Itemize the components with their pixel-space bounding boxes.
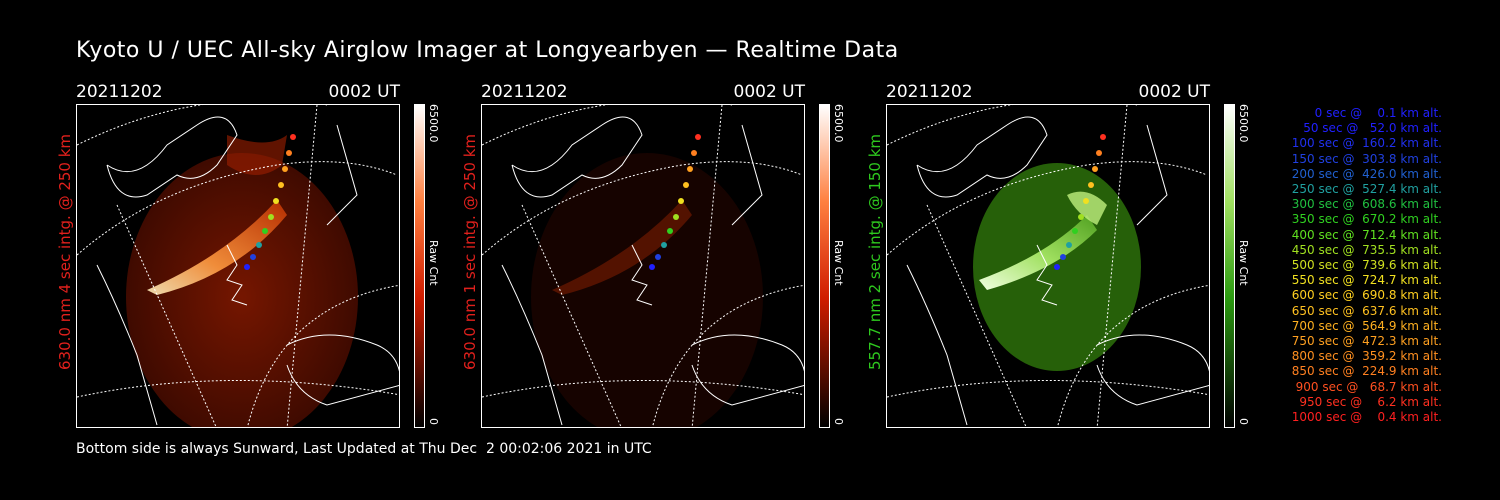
panel-2-cbar-unit: Raw Cnt <box>832 240 845 286</box>
legend-row: 50 sec @ 52.0 km alt. <box>1295 121 1442 136</box>
panel-3-time: 0002 UT <box>1138 82 1211 102</box>
panel-1-colorbar <box>414 104 425 428</box>
panel-1-date: 20211202 <box>76 82 163 102</box>
panel-2-time: 0002 UT <box>733 82 806 102</box>
legend-row: 450 sec @ 735.5 km alt. <box>1287 242 1442 257</box>
panel-2-track <box>649 134 701 270</box>
panel-3-map[interactable] <box>886 104 1210 428</box>
panel-1-cbar-max: 6500.0 <box>427 104 440 143</box>
panel-3-cbar-min: 0 <box>1237 418 1250 425</box>
panel-1-ylabel: 630.0 nm 4 sec intg. @ 250 km <box>56 133 74 370</box>
footer-note: Bottom side is always Sunward, Last Upda… <box>76 441 652 457</box>
legend-row: 150 sec @ 303.8 km alt. <box>1287 151 1442 166</box>
legend-row: 300 sec @ 608.6 km alt. <box>1287 197 1442 212</box>
legend-row: 100 sec @ 160.2 km alt. <box>1287 136 1442 151</box>
legend-row: 600 sec @ 690.8 km alt. <box>1287 288 1442 303</box>
panel-3-cbar-unit: Raw Cnt <box>1237 240 1250 286</box>
panel-2-colorbar <box>819 104 830 428</box>
panel-3-cbar-max: 6500.0 <box>1237 104 1250 143</box>
legend-row: 850 sec @ 224.9 km alt. <box>1287 364 1442 379</box>
legend-row: 800 sec @ 359.2 km alt. <box>1287 349 1442 364</box>
legend-row: 0 sec @ 0.1 km alt. <box>1303 106 1442 120</box>
legend-row: 200 sec @ 426.0 km alt. <box>1287 166 1442 181</box>
panel-2-image <box>482 105 804 427</box>
legend-row: 950 sec @ 6.2 km alt. <box>1295 394 1442 409</box>
panel-2-cbar-min: 0 <box>832 418 845 425</box>
panel-2-ylabel: 630.0 nm 1 sec intg. @ 250 km <box>461 133 479 370</box>
page-title: Kyoto U / UEC All-sky Airglow Imager at … <box>76 38 899 63</box>
panel-1-image <box>77 105 399 427</box>
panel-3-image <box>887 105 1209 427</box>
panel-2-date: 20211202 <box>481 82 568 102</box>
panel-3-ylabel: 557.7 nm 2 sec intg. @ 150 km <box>866 133 884 370</box>
panel-1-track <box>244 134 296 270</box>
panel-1-time: 0002 UT <box>328 82 401 102</box>
panel-1-cbar-unit: Raw Cnt <box>427 240 440 286</box>
legend-row: 400 sec @ 712.4 km alt. <box>1287 227 1442 242</box>
panel-3-date: 20211202 <box>886 82 973 102</box>
legend-row: 550 sec @ 724.7 km alt. <box>1287 273 1442 288</box>
legend-row: 500 sec @ 739.6 km alt. <box>1287 258 1442 273</box>
panel-2-cbar-max: 6500.0 <box>832 104 845 143</box>
legend-row: 750 sec @ 472.3 km alt. <box>1287 334 1442 349</box>
legend-row: 900 sec @ 68.7 km alt. <box>1291 379 1442 394</box>
legend-row: 1000 sec @ 0.4 km alt. <box>1291 410 1442 425</box>
panel-3-colorbar <box>1224 104 1235 428</box>
legend-row: 700 sec @ 564.9 km alt. <box>1287 318 1442 333</box>
panel-3-track <box>1054 134 1106 270</box>
legend-row: 350 sec @ 670.2 km alt. <box>1287 212 1442 227</box>
panel-1-cbar-min: 0 <box>427 418 440 425</box>
panel-2-map[interactable] <box>481 104 805 428</box>
panel-1-map[interactable] <box>76 104 400 428</box>
time-altitude-legend: 0 sec @ 0.1 km alt. 50 sec @ 52.0 km alt… <box>1262 106 1442 425</box>
legend-row: 250 sec @ 527.4 km alt. <box>1287 182 1442 197</box>
legend-row: 650 sec @ 637.6 km alt. <box>1287 303 1442 318</box>
